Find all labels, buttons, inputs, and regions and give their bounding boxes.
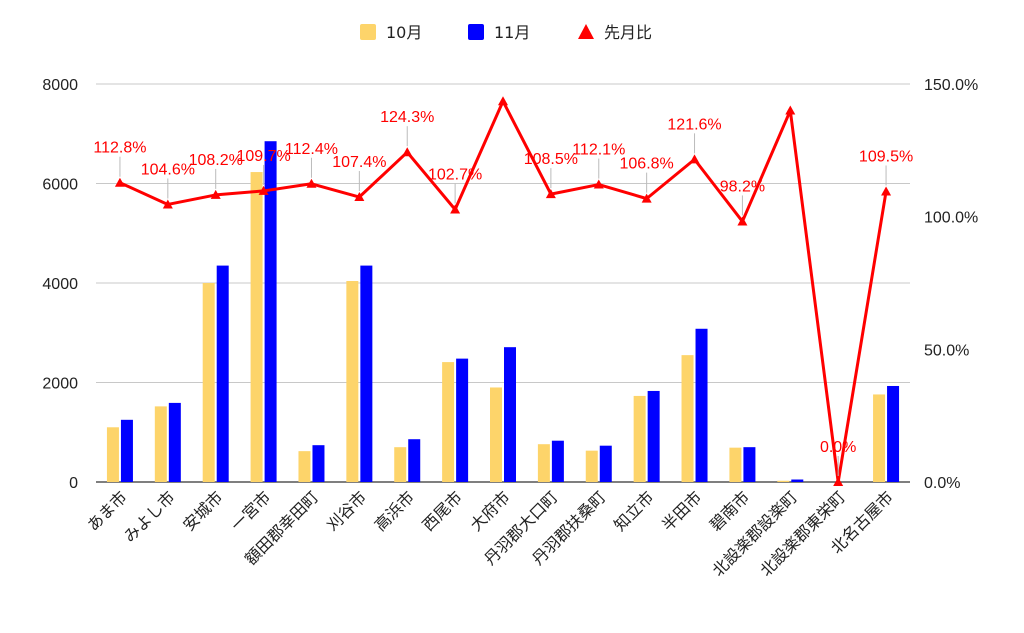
line-point bbox=[498, 96, 508, 106]
line-point bbox=[689, 154, 700, 164]
bar bbox=[168, 402, 181, 482]
line-point bbox=[833, 477, 844, 486]
y-right-tick-label: 50.0% bbox=[924, 342, 969, 359]
line-point bbox=[737, 216, 748, 226]
line-point bbox=[114, 177, 125, 187]
bar bbox=[887, 385, 900, 482]
line-data-label: 121.6% bbox=[667, 116, 721, 133]
category-label: 北設楽郡設楽町 bbox=[708, 487, 801, 580]
y-left-tick-label: 8000 bbox=[42, 77, 78, 94]
bar bbox=[106, 427, 119, 482]
bar bbox=[312, 445, 325, 482]
line-point bbox=[258, 185, 269, 195]
line-point bbox=[306, 178, 317, 188]
bar-series bbox=[106, 141, 900, 482]
y-left-tick-label: 6000 bbox=[42, 177, 78, 194]
bar bbox=[250, 172, 263, 482]
line-data-label: 104.6% bbox=[141, 161, 195, 178]
y-right-tick-label: 150.0% bbox=[924, 77, 978, 94]
line-data-label: 106.8% bbox=[620, 156, 674, 173]
bar bbox=[216, 265, 229, 482]
category-label: 安城市 bbox=[179, 487, 226, 534]
legend-label: 先月比 bbox=[604, 23, 652, 42]
y-left-tick-label: 0 bbox=[69, 475, 78, 492]
y-left-tick-label: 2000 bbox=[42, 376, 78, 393]
line-point bbox=[641, 193, 652, 203]
category-label: 北設楽郡東栄町 bbox=[756, 487, 849, 580]
bar bbox=[729, 447, 742, 482]
line-data-label: 112.1% bbox=[572, 142, 625, 159]
bar bbox=[442, 362, 455, 482]
bar bbox=[585, 450, 598, 482]
legend-label: 10月 bbox=[386, 23, 422, 42]
bar bbox=[360, 265, 373, 482]
category-label: 知立市 bbox=[610, 487, 657, 534]
bar bbox=[695, 328, 708, 482]
bar bbox=[599, 445, 612, 482]
line-data-label: 0.0% bbox=[820, 439, 856, 456]
category-label: みよし市 bbox=[120, 487, 179, 546]
legend-swatch bbox=[468, 24, 484, 40]
bar bbox=[791, 479, 804, 482]
bar bbox=[490, 387, 502, 482]
category-label: 刈谷市 bbox=[323, 487, 370, 534]
line-point bbox=[210, 189, 221, 199]
line-data-label: 102.7% bbox=[428, 167, 482, 184]
line-data-label: 107.4% bbox=[332, 154, 386, 171]
bar bbox=[202, 283, 215, 482]
bar bbox=[120, 419, 133, 482]
bar bbox=[346, 281, 359, 482]
bar bbox=[647, 390, 660, 482]
bar bbox=[504, 347, 516, 482]
bar bbox=[633, 395, 646, 482]
line-point bbox=[354, 192, 365, 202]
line-data-label: 112.4% bbox=[285, 141, 338, 158]
line-data-labels: 112.8% 104.6%108.2%109.7%112.4%107.4% 124.… bbox=[93, 109, 913, 476]
bar bbox=[264, 141, 277, 482]
line-series bbox=[114, 96, 892, 486]
y-left-tick-label: 4000 bbox=[42, 276, 78, 293]
line-point bbox=[450, 204, 461, 214]
line-data-label: 108.5% bbox=[524, 151, 578, 168]
legend-label: 11月 bbox=[494, 23, 530, 42]
line-data-label: 112.8% bbox=[93, 140, 146, 157]
line-point bbox=[545, 189, 556, 199]
bar bbox=[456, 358, 469, 482]
legend-swatch bbox=[360, 24, 376, 40]
line-point bbox=[402, 147, 413, 157]
bar bbox=[743, 447, 756, 482]
bar bbox=[154, 406, 167, 482]
bar bbox=[681, 355, 694, 482]
category-label: 西尾市 bbox=[419, 487, 466, 534]
line-point bbox=[593, 179, 604, 189]
bar bbox=[777, 480, 790, 482]
line-point bbox=[785, 105, 796, 115]
left-axis: 0 2000 4000 6000 8000 bbox=[42, 77, 78, 492]
bar bbox=[394, 447, 407, 482]
legend: 10月 11月 先月比 bbox=[360, 23, 652, 42]
right-axis: 0.0% 50.0% 100.0% 150.0% bbox=[924, 77, 978, 492]
bar bbox=[551, 440, 564, 482]
bar bbox=[537, 444, 550, 482]
line-point bbox=[881, 186, 892, 196]
bar bbox=[298, 451, 311, 482]
line-point bbox=[162, 199, 173, 209]
category-label: 半田市 bbox=[658, 487, 705, 534]
bar bbox=[873, 394, 886, 482]
legend-marker bbox=[578, 24, 594, 39]
line-data-label: 109.7% bbox=[236, 148, 290, 165]
y-right-tick-label: 0.0% bbox=[924, 475, 960, 492]
bar bbox=[408, 439, 421, 482]
category-label: 高浜市 bbox=[371, 487, 418, 534]
line-data-label: 108.2% bbox=[189, 152, 243, 169]
gridlines bbox=[96, 83, 910, 483]
line-data-label: 98.2% bbox=[720, 178, 765, 195]
line-data-label: 109.5% bbox=[859, 148, 913, 165]
line-data-label: 124.3% bbox=[380, 109, 434, 126]
y-right-tick-label: 100.0% bbox=[924, 210, 978, 227]
